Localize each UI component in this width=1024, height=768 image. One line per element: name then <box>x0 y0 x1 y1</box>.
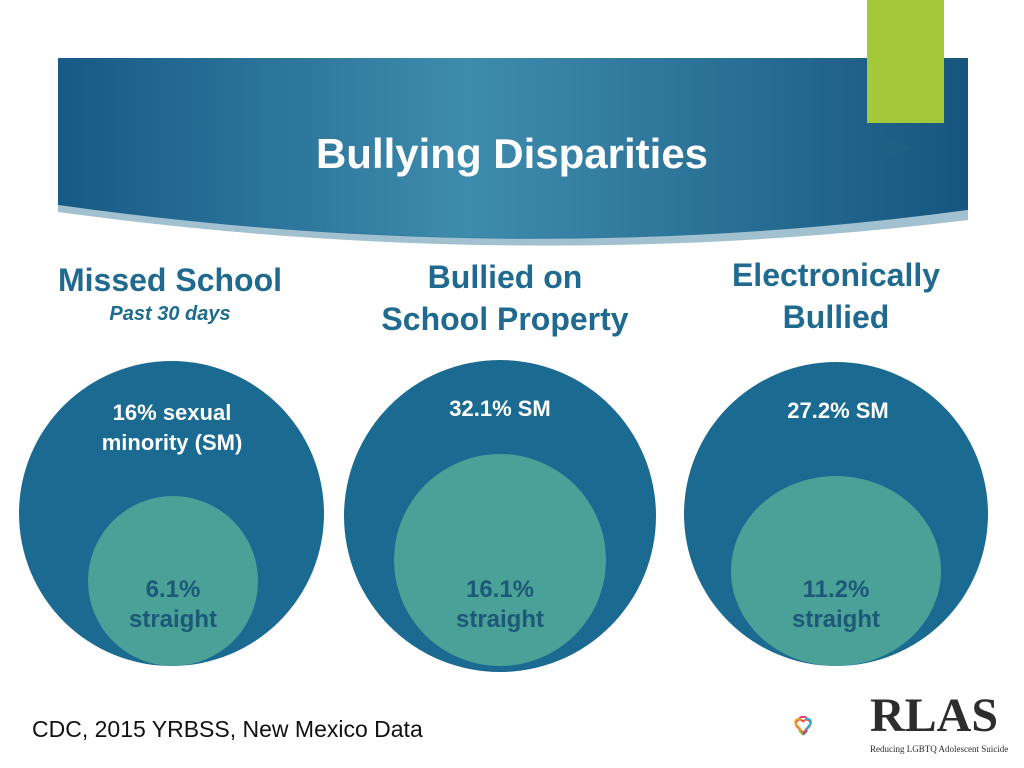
logo-name: RLAS <box>870 689 999 742</box>
straight-label: 6.1% straight <box>128 576 217 633</box>
straight-label: 16.1% straight <box>455 576 544 633</box>
straight-label: 11.2% straight <box>791 576 880 633</box>
citation-text: CDC, 2015 YRBSS, New Mexico Data <box>32 716 423 742</box>
play-arrow-icon <box>886 136 909 160</box>
panel-heading: Electronically Bullied <box>731 257 941 335</box>
sm-label: 32.1% SM <box>449 396 551 421</box>
page-title: Bullying Disparities <box>315 130 709 177</box>
sm-label: 27.2% SM <box>787 398 889 423</box>
straight-circle <box>88 496 258 666</box>
hearts-logo-icon <box>794 715 812 736</box>
sm-label: 16% sexual minority (SM) <box>101 400 243 455</box>
panel-heading: Bullied on School Property <box>381 259 629 337</box>
accent-bar <box>867 0 944 123</box>
straight-circle <box>731 476 941 666</box>
logo-tagline: Reducing LGBTQ Adolescent Suicide <box>870 744 1009 754</box>
panel-heading: Missed School <box>57 262 283 298</box>
straight-circle <box>394 454 606 666</box>
panel-subheading: Past 30 days <box>109 303 231 325</box>
title-banner <box>58 58 968 246</box>
